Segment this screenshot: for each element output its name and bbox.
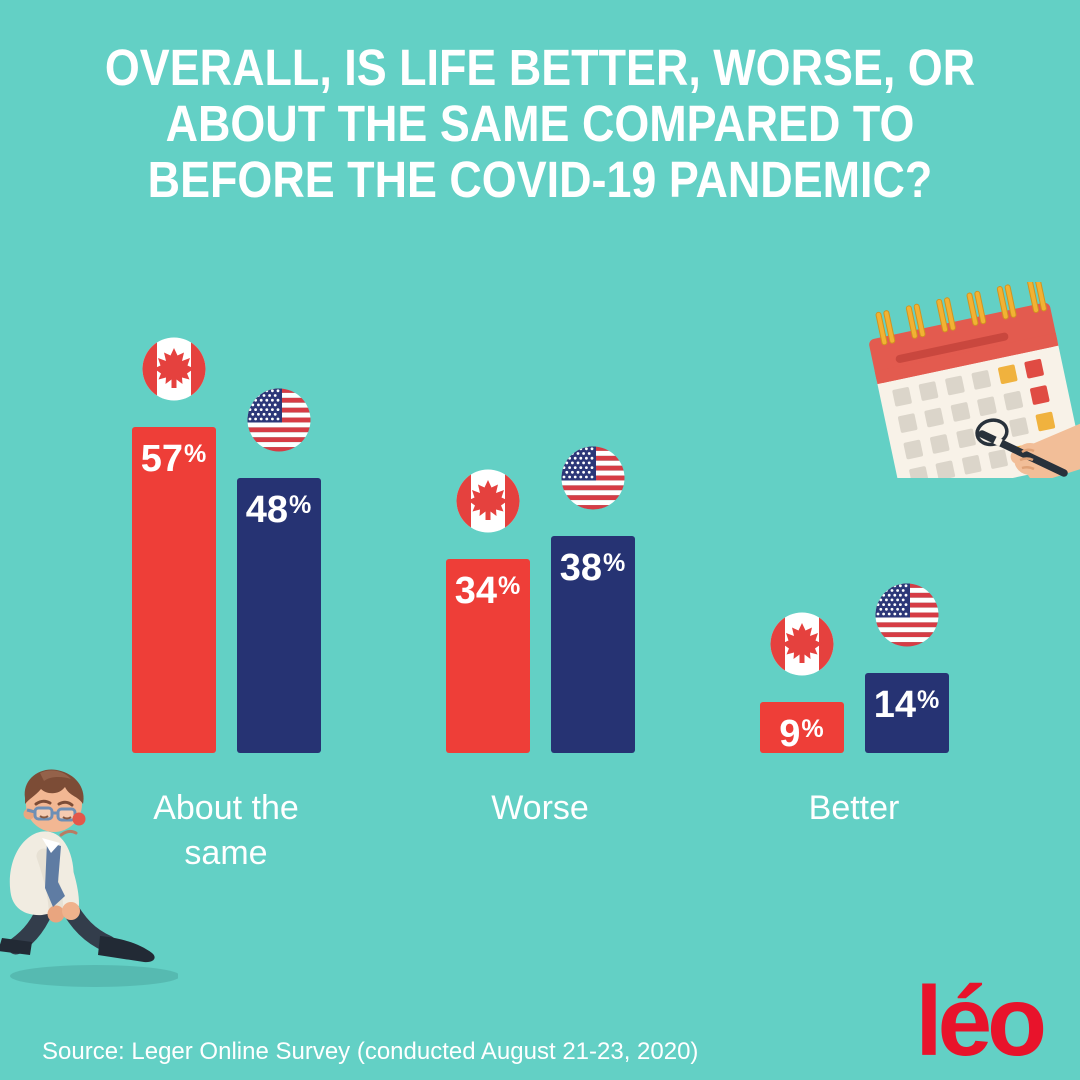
title-line-1: OVERALL, IS LIFE BETTER, WORSE, OR: [104, 39, 976, 96]
hand-with-pen: [978, 423, 1080, 478]
shadow: [10, 965, 178, 987]
usa-flag-icon-holder: [247, 388, 311, 452]
bar-canada-about-the-same: 57%: [131, 427, 216, 753]
usa-flag-icon: [561, 446, 624, 510]
category-label-about-the-same: About the same: [153, 789, 299, 872]
usa-flag-icon-holder: [875, 583, 939, 647]
calendar-date-grid: [892, 358, 1056, 478]
frown-mouth: [59, 829, 78, 837]
usa-flag-icon-holder: [561, 446, 625, 510]
bar-usa-better: 14%: [864, 673, 949, 753]
canada-flag-icon-holder: [456, 469, 520, 533]
glasses-icon: [26, 806, 77, 822]
bar-usa-about-the-same: 48%: [236, 478, 321, 753]
canada-flag-icon: [770, 612, 833, 676]
calendar-rings: [875, 282, 1047, 346]
title-line-2: ABOUT THE SAME COMPARED TO: [165, 95, 915, 152]
usa-flag-icon: [247, 388, 310, 452]
bar-value-label-canada-about-the-same: 57%: [140, 438, 207, 480]
sad-man-illustration: [0, 769, 178, 987]
tie: [45, 842, 65, 907]
canada-flag-icon: [456, 469, 519, 533]
calendar-illustration: [869, 282, 1080, 478]
leo-logo: léo: [915, 966, 1047, 1076]
title-line-3: BEFORE THE COVID-19 PANDEMIC?: [147, 151, 933, 208]
bar-value-label-canada-better: 9%: [779, 713, 824, 755]
nose: [72, 812, 86, 826]
bar-value-label-usa-worse: 38%: [559, 547, 626, 589]
category-label-worse: Worse: [491, 789, 589, 827]
bar-value-label-usa-about-the-same: 48%: [245, 489, 312, 531]
bar-usa-worse: 38%: [550, 536, 635, 753]
canada-flag-icon-holder: [142, 337, 206, 401]
bar-canada-better: 9%: [759, 702, 844, 755]
canada-flag-icon-holder: [770, 612, 834, 676]
bar-canada-worse: 34%: [445, 559, 530, 753]
category-label-better: Better: [808, 789, 900, 827]
usa-flag-icon: [875, 583, 938, 647]
bar-value-label-canada-worse: 34%: [454, 570, 521, 612]
canada-flag-icon: [142, 337, 205, 401]
source-text: Source: Leger Online Survey (conducted A…: [42, 1038, 699, 1065]
page-title: OVERALL, IS LIFE BETTER, WORSE, OR ABOUT…: [65, 40, 1015, 208]
bar-value-label-usa-better: 14%: [873, 684, 940, 726]
